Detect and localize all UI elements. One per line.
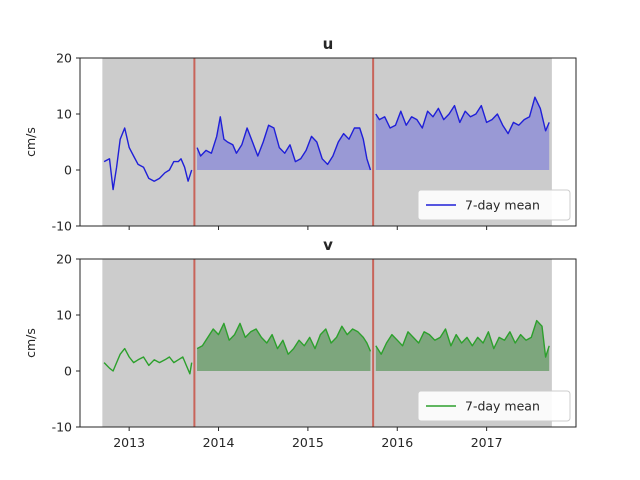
y-tick-label: -10 [52, 420, 72, 435]
x-tick-label: 2016 [381, 435, 413, 450]
legend-label: 7-day mean [465, 399, 540, 414]
y-tick-label: 10 [56, 107, 72, 122]
area-fill-1 [197, 116, 371, 170]
chart-panel-2: -10 0 10 20 2013 2014 2015 2016 2017 v cm/s 7-day m… [23, 236, 577, 450]
area-fill-2 [375, 97, 550, 170]
y-axis-label: cm/s [23, 127, 38, 157]
panel-title: u [323, 35, 334, 53]
y-tick-label: 0 [64, 163, 72, 178]
series-line-2 [196, 322, 372, 355]
x-tick-label: 2017 [471, 435, 503, 450]
legend-box [417, 390, 571, 422]
y-tick-label: 20 [56, 51, 72, 66]
x-tick-label: 2015 [292, 435, 324, 450]
y-axis-label: cm/s [23, 328, 38, 358]
area-fill-1 [197, 323, 371, 371]
legend: 7-day mean [417, 189, 571, 221]
area-fill-2 [375, 320, 550, 371]
series-line-3 [375, 96, 550, 135]
legend-label: 7-day mean [465, 198, 540, 213]
y-tick-label: 0 [64, 364, 72, 379]
x-tick-label: 2013 [113, 435, 145, 450]
series-line-2 [196, 116, 372, 171]
panel-title: v [323, 236, 333, 254]
y-tick-label: -10 [52, 219, 72, 234]
axes-frame [79, 57, 577, 227]
series-line-1 [103, 347, 193, 375]
chart-panel-1: -10 0 10 20 u cm/s 7-day mean [23, 35, 577, 234]
x-tick-label: 2014 [203, 435, 235, 450]
series-line-3 [375, 319, 550, 358]
y-tick-label: 10 [56, 308, 72, 323]
axes-frame [79, 258, 577, 428]
series-line-1 [103, 127, 193, 191]
y-tick-label: 20 [56, 252, 72, 267]
legend: 7-day mean [417, 390, 571, 422]
legend-box [417, 189, 571, 221]
